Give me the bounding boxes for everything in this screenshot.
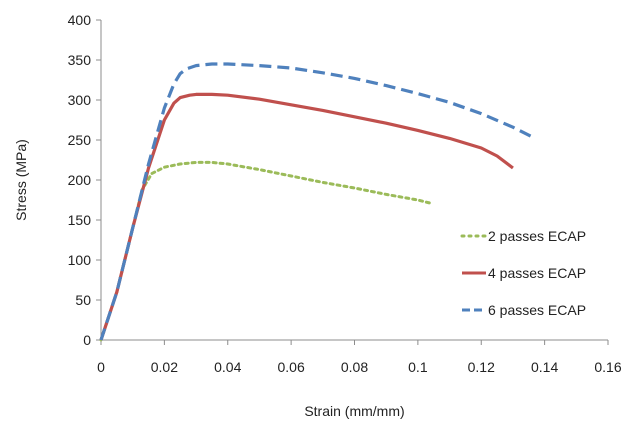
x-tick-label: 0 (97, 359, 105, 375)
axes: 0 50 100 150 200 250 300 350 400 0 0.02 0.04 0.06 0.0… (13, 12, 622, 419)
y-axis-title: Stress (MPa) (13, 139, 29, 221)
x-tick-label: 0.08 (341, 359, 368, 375)
legend-label-3: 6 passes ECAP (488, 302, 586, 318)
x-tick-label: 0.14 (531, 359, 558, 375)
y-tick-label: 300 (68, 92, 92, 108)
x-tick-label: 0.16 (594, 359, 621, 375)
x-tick-label: 0.06 (278, 359, 305, 375)
y-tick-label: 400 (68, 12, 92, 28)
y-tick-label: 0 (83, 332, 91, 348)
y-tick-label: 200 (68, 172, 92, 188)
x-axis-title: Strain (mm/mm) (304, 403, 404, 419)
y-tick-label: 350 (68, 52, 92, 68)
x-tick-label: 0.04 (214, 359, 241, 375)
legend-label-2: 4 passes ECAP (488, 265, 586, 281)
y-tick-label: 100 (68, 252, 92, 268)
x-tick-label: 0.1 (408, 359, 428, 375)
y-tick-label: 50 (75, 292, 91, 308)
x-tick-label: 0.02 (151, 359, 178, 375)
series-line-3 (99, 62, 536, 341)
legend: 2 passes ECAP 4 passes ECAP 6 passes ECAP (460, 228, 586, 318)
series-line-1 (99, 160, 433, 342)
x-tick-label: 0.12 (468, 359, 495, 375)
series-line-2 (99, 92, 514, 341)
legend-label-1: 2 passes ECAP (488, 228, 586, 244)
y-tick-label: 250 (68, 132, 92, 148)
series-lines (99, 62, 536, 342)
y-tick-label: 150 (68, 212, 92, 228)
